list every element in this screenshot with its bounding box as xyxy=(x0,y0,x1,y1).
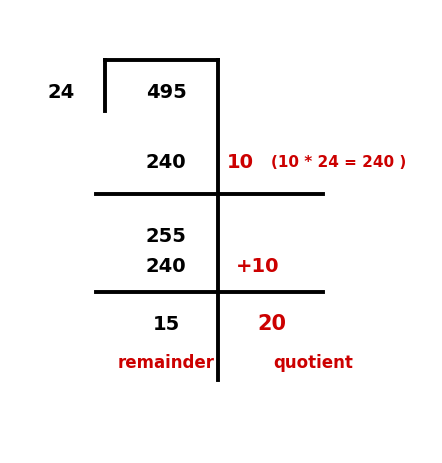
Text: 255: 255 xyxy=(145,226,187,246)
Text: 240: 240 xyxy=(146,257,187,276)
Text: 20: 20 xyxy=(258,314,287,334)
Text: 240: 240 xyxy=(146,152,187,172)
Text: +10: +10 xyxy=(236,257,279,276)
Text: 15: 15 xyxy=(152,314,179,334)
Text: remainder: remainder xyxy=(118,355,214,372)
Text: 495: 495 xyxy=(146,83,187,102)
Text: (10 * 24 = 240 ): (10 * 24 = 240 ) xyxy=(271,155,406,169)
Text: 24: 24 xyxy=(48,83,75,102)
Text: quotient: quotient xyxy=(273,355,353,372)
Text: 10: 10 xyxy=(227,152,254,172)
